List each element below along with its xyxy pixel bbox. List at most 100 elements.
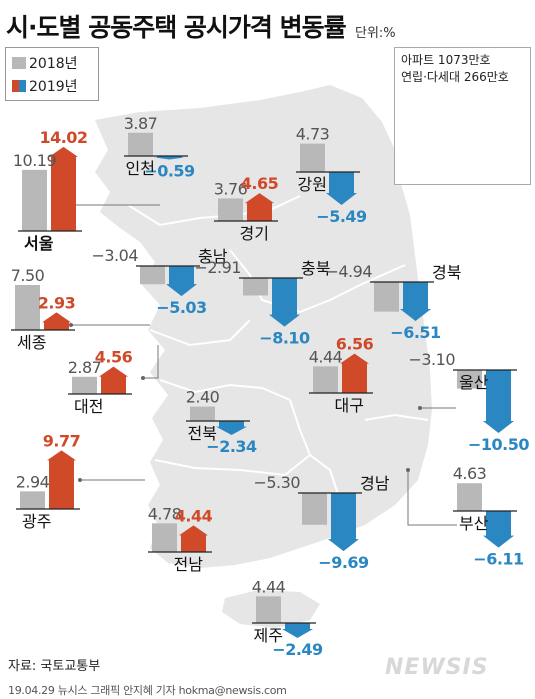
bar-2019-강원 <box>326 172 357 205</box>
value-2018-서울: 10.19 <box>13 151 57 170</box>
region-group-대전: 2.874.56 대전 <box>68 348 133 416</box>
bar-2019-경기 <box>245 193 274 221</box>
connector-line-2 <box>143 345 159 379</box>
region-label-광주: 광주 <box>22 512 51 531</box>
region-group-경남: −5.30 −9.69 경남 <box>253 473 389 572</box>
bar-2018-대구 <box>313 366 338 393</box>
bar-2019-인천 <box>154 156 185 160</box>
region-label-전남: 전남 <box>174 555 204 574</box>
bar-2018-경북 <box>374 282 399 312</box>
connector-dot-1 <box>69 323 73 327</box>
value-2019-울산: −10.50 <box>468 435 529 454</box>
value-2018-울산: −3.10 <box>408 350 455 369</box>
page-title: 시·도별 공동주택 공시가격 변동률 <box>6 13 347 42</box>
province-borders <box>127 195 429 501</box>
region-group-세종: 7.50 2.93 세종 <box>11 266 76 352</box>
value-2018-전북: 2.40 <box>186 388 220 407</box>
legend-label-2018: 2018년 <box>29 56 78 72</box>
bar-2018-인천 <box>128 132 153 156</box>
bar-2019-울산 <box>483 370 514 433</box>
value-2018-제주: 4.44 <box>252 577 286 596</box>
value-2019-대구: 6.56 <box>336 335 374 354</box>
region-label-부산: 부산 <box>459 514 489 533</box>
legend-label-2019: 2019년 <box>29 79 78 95</box>
region-group-대구: 4.446.56 대구 <box>309 335 374 415</box>
legend-swatch-gray <box>12 57 26 69</box>
region-label-전북: 전북 <box>188 424 217 443</box>
value-2018-부산: 4.63 <box>453 464 487 483</box>
region-group-서울: 10.19 14.02 서울 <box>13 128 88 253</box>
bar-2018-강원 <box>300 143 325 172</box>
legend-item-2019: 2019년 <box>12 76 78 96</box>
region-label-세종: 세종 <box>17 333 46 352</box>
bar-2019-전남 <box>179 525 208 552</box>
unit-label: 단위:% <box>355 26 396 41</box>
value-2018-충북: −2.91 <box>194 258 241 277</box>
region-group-충북: −2.91 −8.10 충북 <box>194 258 330 348</box>
value-2019-부산: −6.11 <box>473 550 524 569</box>
value-2019-서울: 14.02 <box>39 128 87 147</box>
value-2019-경남: −9.69 <box>318 553 369 572</box>
bar-2019-충북 <box>269 278 300 327</box>
region-label-제주: 제주 <box>254 626 283 645</box>
value-2019-경북: −6.51 <box>390 323 441 342</box>
korea-mainland-shape <box>95 85 432 568</box>
region-group-광주: 2.94 9.77 광주 <box>16 431 81 531</box>
bar-2018-울산 <box>457 370 482 389</box>
value-2018-광주: 2.94 <box>16 472 50 491</box>
newsis-logo: NEWSIS <box>385 655 489 680</box>
connector-dot-5 <box>406 468 410 472</box>
region-group-전남: 4.784.44 전남 <box>148 504 213 574</box>
bar-2018-충남 <box>140 266 165 285</box>
credit-text: 19.04.29 뉴시스 그래픽 안지혜 기자 hokma@newsis.com <box>8 684 287 697</box>
national-summary-box: 아파트 1073만호 연립·다세대 266만호 <box>394 47 531 185</box>
bar-2018-제주 <box>256 596 281 623</box>
bar-2019-전북 <box>216 421 247 436</box>
legend: 2018년 2019년 <box>5 47 99 101</box>
legend-swatch-blue <box>19 80 26 92</box>
region-group-경기: 3.764.65 경기 <box>214 174 279 243</box>
connector-line-5 <box>407 470 457 526</box>
value-2019-세종: 2.93 <box>38 293 75 312</box>
region-label-인천: 인천 <box>126 159 155 178</box>
region-group-울산: −3.10 −10.50 울산 <box>408 350 529 454</box>
value-2018-경북: −4.94 <box>325 262 372 281</box>
bar-2019-제주 <box>282 623 313 638</box>
value-2019-경기: 4.65 <box>241 174 279 193</box>
value-2019-충남: −5.03 <box>156 298 206 317</box>
value-2019-제주: −2.49 <box>272 640 323 659</box>
value-2019-광주: 9.77 <box>43 431 80 450</box>
region-label-서울: 서울 <box>24 234 54 253</box>
bar-2019-세종 <box>42 312 71 330</box>
region-label-경남: 경남 <box>360 474 390 493</box>
region-label-대구: 대구 <box>335 396 364 415</box>
bar-2018-광주 <box>20 491 45 509</box>
value-2019-전남: 4.44 <box>175 506 213 525</box>
bar-2018-충북 <box>243 278 268 296</box>
region-label-경북: 경북 <box>432 263 461 282</box>
bar-2019-광주 <box>47 450 76 509</box>
bar-2018-세종 <box>15 285 40 330</box>
connector-dot-2 <box>141 376 145 380</box>
connector-dot-4 <box>418 406 422 410</box>
bar-2018-경남 <box>302 493 327 525</box>
bar-2018-전남 <box>152 523 177 552</box>
value-2018-경기: 3.76 <box>214 179 248 198</box>
value-2018-세종: 7.50 <box>11 266 45 285</box>
value-2018-경남: −5.30 <box>253 473 300 492</box>
value-2019-강원: −5.49 <box>316 207 367 226</box>
value-2019-대전: 4.56 <box>95 348 133 367</box>
region-label-대전: 대전 <box>74 397 103 416</box>
value-2019-전북: −2.34 <box>206 437 257 456</box>
value-2019-인천: −0.59 <box>144 162 195 181</box>
value-2018-충남: −3.04 <box>91 246 138 265</box>
connector-dot-3 <box>78 478 82 482</box>
value-2018-전남: 4.78 <box>148 504 182 523</box>
bar-2019-충남 <box>166 266 197 297</box>
legend-swatch-red <box>12 80 19 92</box>
